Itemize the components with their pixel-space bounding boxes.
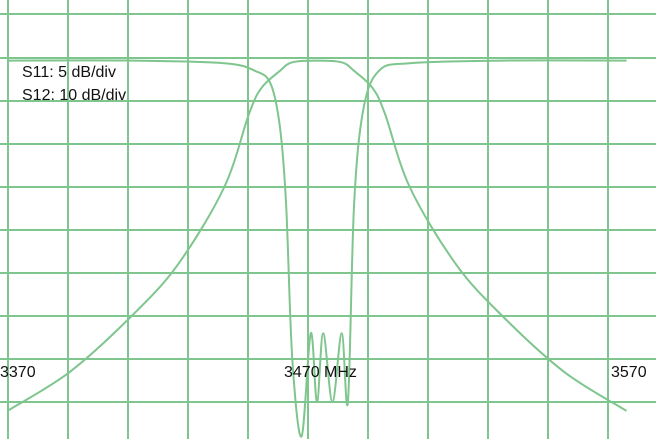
s12-trace-point-2 (130, 315, 133, 317)
s11-trace-point-5 (279, 126, 281, 128)
annotation-s12-scale: S12: 10 dB/div (22, 87, 127, 104)
s11-trace-point-2 (223, 62, 226, 64)
s11-trace-point-14 (347, 401, 349, 403)
s12-trace-point-8 (291, 61, 294, 64)
s12-trace-point-5 (248, 113, 250, 115)
s11-trace-point-11 (322, 332, 325, 335)
s11-trace-point-1 (130, 59, 133, 62)
s12-trace-point-6 (260, 87, 263, 89)
s12-trace-point-0 (7, 409, 9, 412)
s11-trace-point-12 (331, 401, 334, 403)
s11-trace-point-3 (254, 70, 256, 72)
s11-trace-point-15 (353, 203, 355, 205)
s11-trace-point-17 (378, 70, 380, 72)
s11-trace-point-7 (291, 358, 294, 360)
s12-trace-point-3 (177, 263, 179, 266)
s11-trace-point-4 (269, 83, 272, 85)
s11-trace-point-16 (362, 108, 365, 111)
s11-trace-point-19 (501, 59, 504, 62)
s11-trace-point-18 (408, 62, 411, 64)
s12-trace-point-15 (455, 263, 457, 266)
s12-trace-point-9 (316, 59, 318, 62)
s11-trace-point-0 (7, 59, 9, 62)
s12-trace-point-18 (625, 409, 627, 412)
s12-trace-point-13 (384, 113, 386, 115)
s12-trace-point-17 (563, 371, 565, 373)
s11-trace-point-13 (340, 332, 343, 335)
s12-trace-point-12 (371, 87, 374, 89)
s12-trace-point-16 (501, 315, 504, 317)
s12-trace-point-10 (340, 61, 343, 64)
x-tick-label-center: 3470 MHz (284, 364, 357, 381)
annotation-s11-scale: S11: 5 dB/div (22, 64, 116, 81)
traces (7, 59, 627, 438)
s12-trace-point-4 (223, 186, 226, 188)
s11-trace-point-6 (285, 203, 287, 205)
s11-trace-point-20 (625, 59, 627, 62)
s12-trace-point-1 (69, 371, 71, 373)
x-tick-label-end: 3570 (611, 364, 647, 381)
s12-trace-point-7 (279, 70, 281, 72)
s12-trace-point-14 (408, 186, 411, 188)
x-tick-label-start: 3370 (0, 364, 36, 381)
s11-trace-point-8 (300, 435, 303, 438)
s12-trace-point-11 (353, 70, 355, 72)
s11-trace-point-9 (310, 332, 312, 335)
s11-trace-point-10 (316, 401, 318, 403)
